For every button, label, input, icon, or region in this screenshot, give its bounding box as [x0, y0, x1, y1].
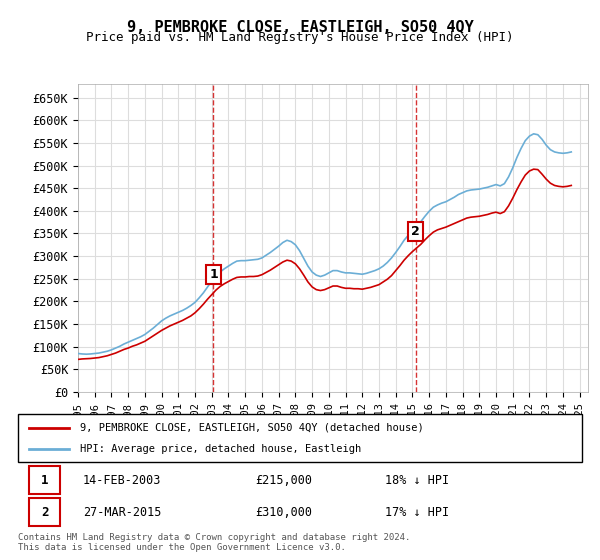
- FancyBboxPatch shape: [18, 414, 582, 462]
- FancyBboxPatch shape: [29, 498, 60, 526]
- Text: 14-FEB-2003: 14-FEB-2003: [83, 474, 161, 487]
- Text: 9, PEMBROKE CLOSE, EASTLEIGH, SO50 4QY (detached house): 9, PEMBROKE CLOSE, EASTLEIGH, SO50 4QY (…: [80, 423, 424, 433]
- Text: 1: 1: [209, 268, 218, 281]
- Text: Price paid vs. HM Land Registry's House Price Index (HPI): Price paid vs. HM Land Registry's House …: [86, 31, 514, 44]
- Text: This data is licensed under the Open Government Licence v3.0.: This data is licensed under the Open Gov…: [18, 543, 346, 552]
- Text: 27-MAR-2015: 27-MAR-2015: [83, 506, 161, 519]
- Text: 17% ↓ HPI: 17% ↓ HPI: [385, 506, 449, 519]
- Text: 9, PEMBROKE CLOSE, EASTLEIGH, SO50 4QY: 9, PEMBROKE CLOSE, EASTLEIGH, SO50 4QY: [127, 20, 473, 35]
- FancyBboxPatch shape: [29, 466, 60, 494]
- Text: HPI: Average price, detached house, Eastleigh: HPI: Average price, detached house, East…: [80, 444, 361, 454]
- Text: 2: 2: [412, 225, 420, 238]
- Text: 18% ↓ HPI: 18% ↓ HPI: [385, 474, 449, 487]
- Text: 2: 2: [41, 506, 49, 519]
- Text: Contains HM Land Registry data © Crown copyright and database right 2024.: Contains HM Land Registry data © Crown c…: [18, 533, 410, 542]
- Text: £215,000: £215,000: [255, 474, 312, 487]
- Text: £310,000: £310,000: [255, 506, 312, 519]
- Text: 1: 1: [41, 474, 49, 487]
